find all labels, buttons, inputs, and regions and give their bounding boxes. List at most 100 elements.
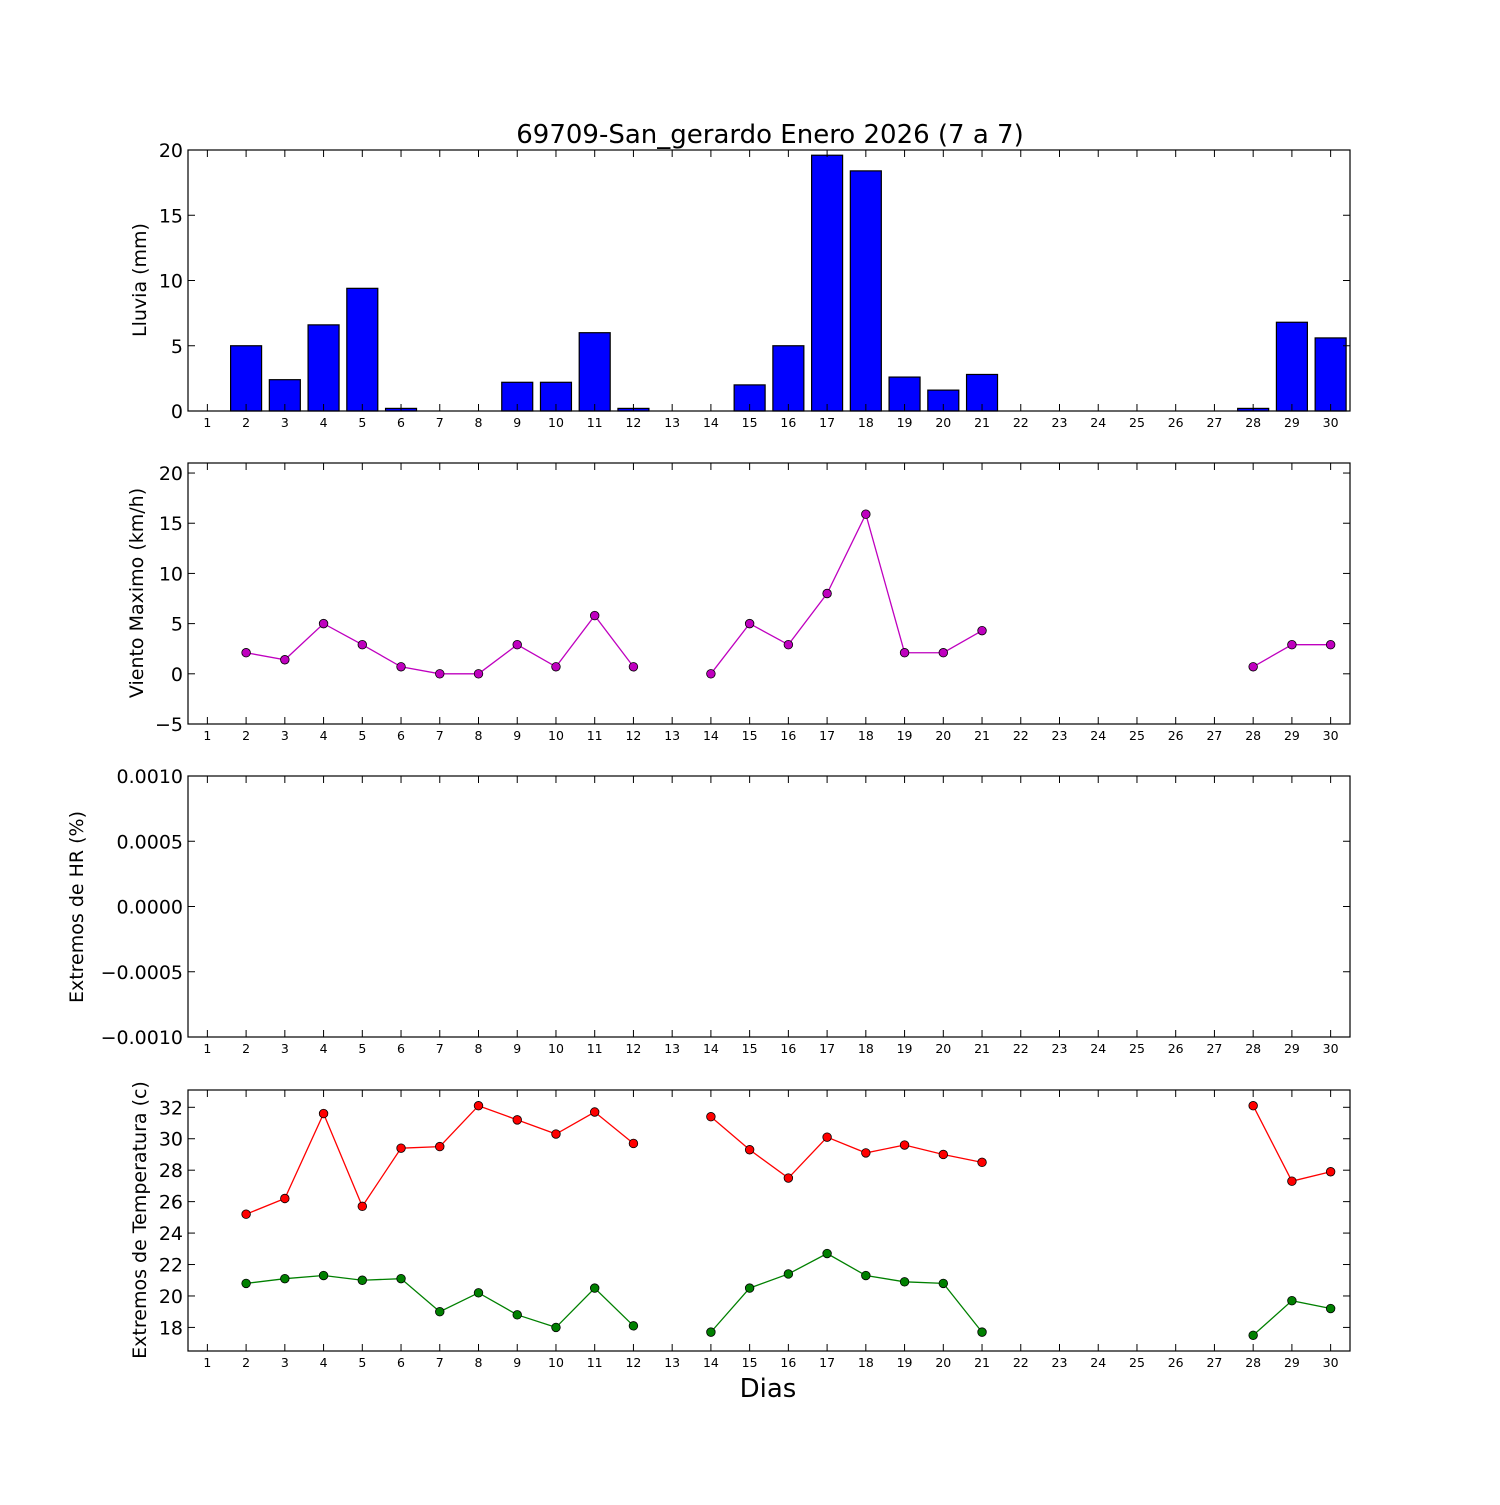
x-tick-label: 28 xyxy=(1245,1355,1261,1370)
x-tick-label: 14 xyxy=(703,415,719,430)
x-tick-label: 30 xyxy=(1323,1355,1339,1370)
x-tick-label: 11 xyxy=(587,1041,603,1056)
x-tick-label: 6 xyxy=(397,728,405,743)
point-maxima-day-2 xyxy=(241,1209,251,1219)
series-line-maxima xyxy=(245,1104,634,1215)
x-tick-label: 25 xyxy=(1129,1041,1145,1056)
y-axis-label-humidity: Extremos de HR (%) xyxy=(66,811,88,1003)
point-viento-day-17 xyxy=(822,588,832,599)
x-tick-label: 20 xyxy=(935,728,951,743)
x-tick-label: 6 xyxy=(397,1041,405,1056)
point-maxima-day-12 xyxy=(628,1138,639,1149)
point-viento-day-4 xyxy=(318,618,329,629)
bar-day-29 xyxy=(1275,321,1308,412)
x-tick-label: 10 xyxy=(548,415,564,430)
x-tick-label: 10 xyxy=(548,728,564,743)
x-tick-label: 18 xyxy=(858,728,874,743)
x-tick-label: 3 xyxy=(281,728,289,743)
x-tick-label: 19 xyxy=(897,728,913,743)
point-viento-day-18 xyxy=(861,509,871,519)
x-tick-label: 20 xyxy=(935,415,951,430)
x-tick-label: 18 xyxy=(858,1355,874,1370)
point-viento-day-10 xyxy=(551,662,561,672)
x-tick-label: 9 xyxy=(513,728,521,743)
x-tick-label: 25 xyxy=(1129,728,1145,743)
x-tick-label: 16 xyxy=(780,1041,796,1056)
x-tick-label: 17 xyxy=(819,415,835,430)
x-tick-label: 3 xyxy=(281,415,289,430)
x-tick-label: 13 xyxy=(664,1041,680,1056)
x-tick-label: 23 xyxy=(1052,1355,1068,1370)
y-tick-label: 26 xyxy=(159,1192,183,1214)
y-tick-label: 28 xyxy=(159,1160,183,1182)
x-tick-label: 1 xyxy=(203,415,211,430)
point-minima-day-3 xyxy=(280,1273,290,1284)
x-tick-label: 24 xyxy=(1090,1041,1106,1056)
point-minima-day-30 xyxy=(1325,1303,1336,1314)
point-viento-day-16 xyxy=(783,639,794,650)
x-tick-label: 4 xyxy=(320,1355,328,1370)
y-tick-label: 15 xyxy=(159,513,183,535)
point-viento-day-30 xyxy=(1325,639,1336,650)
point-viento-day-28 xyxy=(1248,662,1258,672)
y-tick-label: −5 xyxy=(155,714,183,736)
x-tick-label: 23 xyxy=(1052,415,1068,430)
y-tick-label: 32 xyxy=(159,1097,183,1119)
point-maxima-day-10 xyxy=(551,1129,561,1139)
x-tick-label: 14 xyxy=(703,728,719,743)
point-minima-day-5 xyxy=(357,1275,368,1285)
bar-day-5 xyxy=(346,287,379,412)
y-tick-label: 0.0000 xyxy=(117,897,183,919)
point-maxima-day-20 xyxy=(938,1149,949,1160)
bar-day-18 xyxy=(849,170,882,412)
series-line-viento xyxy=(245,614,634,675)
x-tick-label: 6 xyxy=(397,1355,405,1370)
x-tick-label: 30 xyxy=(1323,728,1339,743)
x-tick-label: 18 xyxy=(858,1041,874,1056)
x-tick-label: 13 xyxy=(664,728,680,743)
x-tick-label: 14 xyxy=(703,1355,719,1370)
point-maxima-day-9 xyxy=(512,1115,522,1125)
series-line-viento xyxy=(710,512,983,675)
series-line-maxima xyxy=(1252,1105,1331,1182)
x-tick-label: 13 xyxy=(664,1355,680,1370)
x-tick-label: 17 xyxy=(819,728,835,743)
bar-day-11 xyxy=(578,332,611,412)
point-minima-day-11 xyxy=(590,1283,600,1293)
x-tick-label: 2 xyxy=(242,1041,250,1056)
point-viento-day-19 xyxy=(899,648,910,658)
point-viento-day-21 xyxy=(977,625,987,636)
x-tick-label: 7 xyxy=(436,1041,444,1056)
y-tick-label: 20 xyxy=(159,1286,183,1308)
x-tick-label: 23 xyxy=(1052,1041,1068,1056)
point-minima-day-7 xyxy=(435,1306,445,1317)
axes-frame xyxy=(187,775,1351,1038)
point-maxima-day-17 xyxy=(822,1132,832,1142)
x-tick-label: 4 xyxy=(320,1041,328,1056)
point-minima-day-12 xyxy=(628,1321,639,1331)
y-tick-label: 0.0010 xyxy=(117,766,183,788)
y-tick-label: 30 xyxy=(159,1129,183,1151)
x-tick-label: 26 xyxy=(1168,1041,1184,1056)
x-tick-label: 13 xyxy=(664,415,680,430)
x-tick-label: 1 xyxy=(203,1355,211,1370)
x-tick-label: 11 xyxy=(587,1355,603,1370)
point-maxima-day-19 xyxy=(899,1140,910,1150)
x-tick-label: 2 xyxy=(242,728,250,743)
point-maxima-day-18 xyxy=(861,1148,871,1158)
point-minima-day-20 xyxy=(938,1278,949,1289)
x-tick-label: 7 xyxy=(436,728,444,743)
x-tick-label: 25 xyxy=(1129,1355,1145,1370)
series-line-minima xyxy=(1252,1299,1331,1336)
x-tick-label: 7 xyxy=(436,1355,444,1370)
point-minima-day-8 xyxy=(473,1288,484,1298)
x-tick-label: 7 xyxy=(436,415,444,430)
x-tick-label: 24 xyxy=(1090,1355,1106,1370)
x-tick-label: 15 xyxy=(742,1041,758,1056)
point-maxima-day-6 xyxy=(396,1143,406,1153)
chart-title: 69709-San_gerardo Enero 2026 (7 a 7) xyxy=(516,120,1024,150)
point-maxima-day-28 xyxy=(1248,1101,1258,1111)
